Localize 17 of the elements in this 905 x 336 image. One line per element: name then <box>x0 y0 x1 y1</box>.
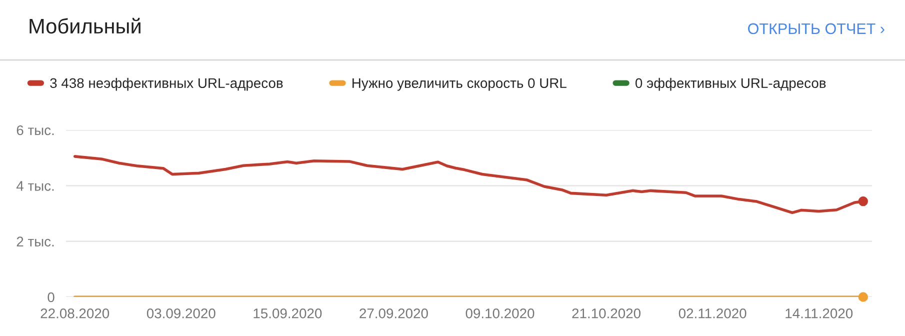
y-tick-label: 0 <box>48 292 54 302</box>
x-tick-label: 21.10.2020 <box>572 308 640 318</box>
y-tick-label: 6 тыс. <box>16 125 54 136</box>
x-tick-label: 27.09.2020 <box>360 308 428 318</box>
y-tick-label: 4 тыс. <box>16 181 54 191</box>
legend-label: Нужно увеличить скорость 0 URL <box>352 78 566 91</box>
x-tick-label: 02.11.2020 <box>678 308 746 318</box>
x-tick-label: 15.09.2020 <box>254 308 322 318</box>
y-tick-label: 2 тыс. <box>16 236 54 247</box>
legend-label: 3 438 неэффективных URL-адресов <box>50 78 283 91</box>
x-tick-label: 14.11.2020 <box>786 308 853 318</box>
legend-label: 0 эффективных URL-адресов <box>635 78 826 91</box>
x-tick-label: 22.08.2020 <box>40 308 110 318</box>
text: ОТКРЫТЬ ОТЧЕТ › <box>748 23 884 34</box>
chart-title: Мобильный <box>30 18 140 34</box>
x-tick-label: 03.09.2020 <box>146 308 216 318</box>
x-tick-label: 09.10.2020 <box>466 308 534 318</box>
